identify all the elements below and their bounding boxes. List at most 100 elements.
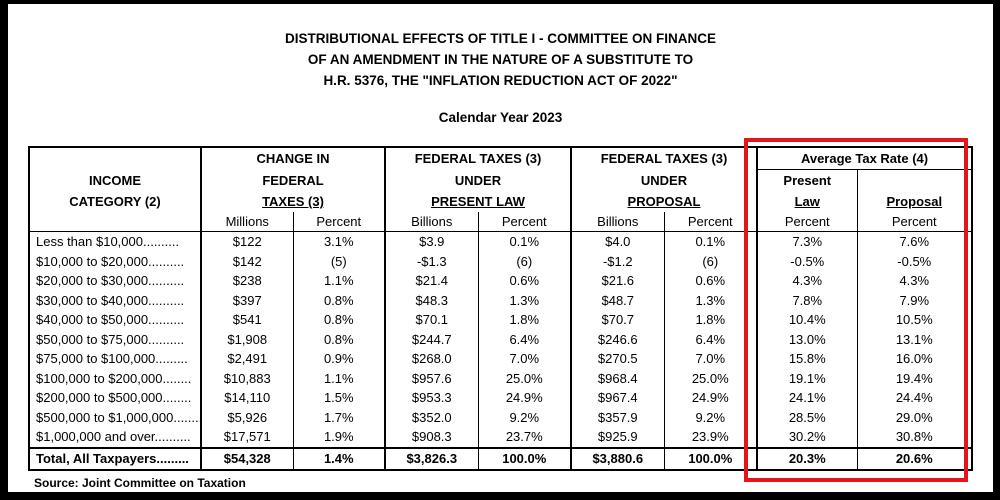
value-cell: $246.6 [570, 329, 665, 349]
income-category-cell: $500,000 to $1,000,000........ [36, 409, 201, 425]
value-cell: $70.1 [384, 310, 479, 330]
total-row: Total, All Taxpayers......... $54,328 1.4%… [29, 446, 973, 470]
value-cell: $5,926 [200, 407, 293, 427]
income-category-cell: Total, All Taxpayers......... [29, 446, 201, 470]
change-header-1: CHANGE IN [199, 147, 386, 170]
value-cell: 24.9% [663, 388, 758, 408]
income-category-cell: Less than $10,000.......... [36, 234, 180, 250]
value-cell: $70.7 [570, 310, 665, 330]
value-cell: $352.0 [384, 407, 479, 427]
value-cell: $10,883 [200, 368, 293, 388]
table-row: $200,000 to $500,000........ $14,110 1.5% $… [29, 388, 973, 408]
table-row: $50,000 to $75,000.......... $1,908 0.8% $2… [29, 329, 973, 349]
value-cell: 1.3% [477, 290, 572, 310]
value-cell: 9.2% [477, 407, 572, 427]
table-row: $30,000 to $40,000.......... $397 0.8% $48.… [29, 290, 973, 310]
value-cell: -0.5% [756, 251, 858, 271]
value-cell: 0.6% [663, 271, 758, 291]
subheader-cell: Billions [570, 212, 665, 232]
value-cell: 30.2% [756, 427, 858, 448]
value-cell: 7.9% [856, 290, 973, 310]
proposal-header-3-text: PROPOSAL [627, 194, 701, 209]
value-cell: 19.4% [856, 368, 973, 388]
value-cell: 13.0% [756, 329, 858, 349]
value-cell: 0.9% [292, 349, 386, 369]
table-row: $20,000 to $30,000.......... $238 1.1% $21.… [29, 271, 973, 291]
value-cell: 100.0% [663, 446, 758, 470]
atr-proposal-spacer [856, 169, 973, 191]
value-cell: 10.5% [856, 310, 973, 330]
atr-present-header-1: Present [756, 169, 858, 191]
table-row: $10,000 to $20,000.......... $142 (5) -$1.3… [29, 251, 973, 271]
value-cell: $908.3 [384, 427, 479, 448]
value-cell: 19.1% [756, 368, 858, 388]
value-cell: $21.6 [570, 271, 665, 291]
value-cell: 1.9% [292, 427, 386, 448]
value-cell: 10.4% [756, 310, 858, 330]
income-header-spacer [29, 147, 201, 170]
proposal-header-1: FEDERAL TAXES (3) [570, 147, 758, 170]
change-header-3-text: TAXES (3) [262, 194, 324, 209]
value-cell: $4.0 [570, 231, 665, 252]
value-cell: 24.9% [477, 388, 572, 408]
value-cell: $48.3 [384, 290, 479, 310]
income-category-cell: $50,000 to $75,000.......... [36, 331, 185, 347]
value-cell: 0.1% [477, 231, 572, 252]
value-cell: 0.6% [477, 271, 572, 291]
income-category-cell: $10,000 to $20,000.......... [36, 253, 185, 269]
subheader-cell: Percent [756, 212, 858, 232]
value-cell: 7.8% [756, 290, 858, 310]
change-header-3: TAXES (3) [199, 191, 386, 212]
value-cell: 25.0% [477, 368, 572, 388]
present-header-3: PRESENT LAW [384, 191, 572, 212]
value-cell: $270.5 [570, 349, 665, 369]
table-row: $500,000 to $1,000,000........ $5,926 1.7%… [29, 407, 973, 427]
proposal-header-2: UNDER [570, 169, 758, 191]
table-row: Less than $10,000.......... $122 3.1% $3.9 0… [29, 231, 973, 252]
income-category-cell: $20,000 to $30,000.......... [36, 273, 185, 289]
value-cell: 23.7% [477, 427, 572, 448]
value-cell: $1,908 [200, 329, 293, 349]
value-cell: -$1.3 [384, 251, 479, 271]
value-cell: $14,110 [200, 388, 293, 408]
proposal-header-3: PROPOSAL [570, 191, 758, 212]
value-cell: 20.3% [756, 446, 858, 470]
value-cell: $357.9 [570, 407, 665, 427]
value-cell: $3.9 [384, 231, 479, 252]
value-cell: 7.0% [477, 349, 572, 369]
subheader-cell: Billions [384, 212, 479, 232]
value-cell: $238 [200, 271, 293, 291]
atr-present-header-2-text: Law [794, 194, 820, 209]
subheader-cell: Percent [663, 212, 758, 232]
value-cell: $122 [200, 231, 293, 252]
change-header-2: FEDERAL [199, 169, 386, 191]
value-cell: 7.0% [663, 349, 758, 369]
value-cell: 25.0% [663, 368, 758, 388]
atr-proposal-header: Proposal [856, 191, 973, 212]
atr-proposal-header-text: Proposal [886, 194, 943, 209]
value-cell: 1.1% [292, 271, 386, 291]
value-cell: (6) [663, 251, 758, 271]
title-line-1: DISTRIBUTIONAL EFFECTS OF TITLE I - COMM… [285, 31, 716, 46]
value-cell: $48.7 [570, 290, 665, 310]
income-category-cell: $100,000 to $200,000........ [36, 370, 192, 386]
value-cell: $953.3 [384, 388, 479, 408]
table-row: $100,000 to $200,000........ $10,883 1.1% $… [29, 368, 973, 388]
value-cell: 6.4% [477, 329, 572, 349]
value-cell: $968.4 [570, 368, 665, 388]
value-cell: 4.3% [756, 271, 858, 291]
atr-present-header-2: Law [756, 191, 858, 212]
value-cell: 0.8% [292, 310, 386, 330]
value-cell: $268.0 [384, 349, 479, 369]
value-cell: $54,328 [200, 446, 293, 470]
value-cell: -0.5% [856, 251, 973, 271]
value-cell: 3.1% [292, 231, 386, 252]
source-note: Source: Joint Committee on Taxation [34, 476, 246, 490]
subheader-cell: Millions [200, 212, 293, 232]
value-cell: 16.0% [856, 349, 973, 369]
value-cell: $244.7 [384, 329, 479, 349]
value-cell: 1.7% [292, 407, 386, 427]
present-header-3-text: PRESENT LAW [431, 194, 525, 209]
value-cell: 6.4% [663, 329, 758, 349]
atr-header: Average Tax Rate (4) [756, 147, 973, 170]
